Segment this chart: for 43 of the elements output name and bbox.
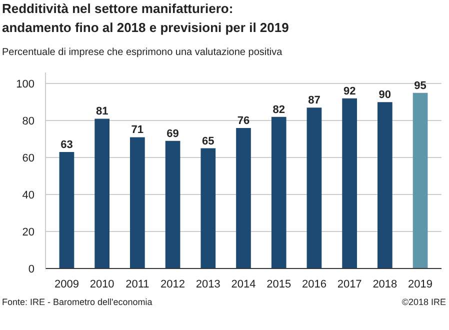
y-tick-label: 60 [22,152,35,165]
y-tick-label: 20 [22,226,35,239]
y-tick-label: 100 [16,78,35,91]
bar [165,140,180,268]
x-tick-label: 2017 [337,278,362,290]
bar [59,152,74,268]
x-tick-label: 2009 [54,278,79,290]
bar [342,98,357,268]
data-label: 81 [96,106,108,118]
bar [94,118,110,268]
bar [378,102,392,268]
y-tick-label: 40 [22,190,35,202]
bar [271,116,286,268]
data-label: 65 [202,135,214,148]
data-label: 63 [60,139,73,152]
x-tick-label: 2011 [126,278,150,290]
source-note: Fonte: IRE - Barometro dell'economia [2,296,152,309]
data-label: 95 [414,80,426,92]
data-label: 71 [131,124,144,136]
bar [306,108,322,268]
chart-subtitle: Percentuale di imprese che esprimono una valutazione positiva [2,46,282,60]
bar [412,92,428,268]
x-tick-label: 2012 [160,278,186,290]
text: ©2018 IRE [402,296,446,309]
x-tick-label: 2013 [196,278,220,290]
data-label: 76 [237,114,250,127]
y-tick-label: 0 [28,264,35,276]
data-label: 92 [343,85,356,98]
x-tick-label: 2016 [302,278,326,290]
x-tick-label: 2018 [372,278,398,290]
x-tick-label: 2015 [266,278,292,290]
bar [236,128,251,268]
bar [130,137,145,268]
data-label: 69 [166,128,179,140]
data-label: 82 [272,104,285,116]
x-tick-label: 2014 [231,278,256,290]
data-label: 87 [308,94,320,107]
x-tick-label: 2019 [408,278,433,290]
x-tick-label: 2010 [90,278,114,290]
chart-title: Redditività nel settore manifatturiero: andamento fino al 2018 e previsioni per il 2019 [2,0,289,37]
y-tick-label: 80 [22,116,35,128]
data-label: 90 [378,89,392,102]
bar [200,148,216,268]
